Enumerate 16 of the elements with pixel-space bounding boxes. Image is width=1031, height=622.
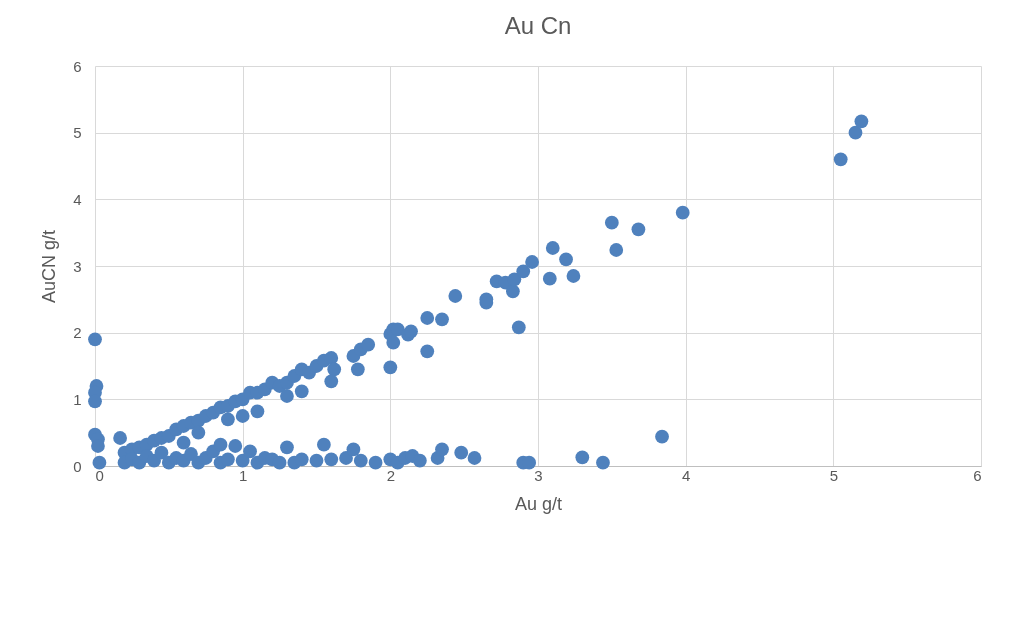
y-tick-label: 1: [73, 390, 82, 408]
x-tick-label: 2: [386, 466, 396, 484]
x-tick-label: 4: [681, 466, 691, 484]
x-tick-label: 1: [238, 466, 248, 484]
x-tick-label: 0: [95, 466, 104, 484]
y-tick-label: 3: [73, 257, 82, 275]
y-tick-label: 5: [73, 124, 82, 142]
x-tick-label: 6: [973, 466, 982, 484]
y-axis-title: AuCN g/t: [39, 229, 60, 304]
x-tick-label: 5: [829, 466, 839, 484]
y-tick-label: 4: [73, 190, 82, 208]
y-tick-label: 2: [73, 324, 82, 342]
y-tick-label: 6: [73, 57, 82, 75]
x-tick-label: 3: [534, 466, 543, 484]
x-axis-title: Au g/t: [514, 493, 563, 514]
chart-title: Au Cn: [504, 12, 572, 39]
